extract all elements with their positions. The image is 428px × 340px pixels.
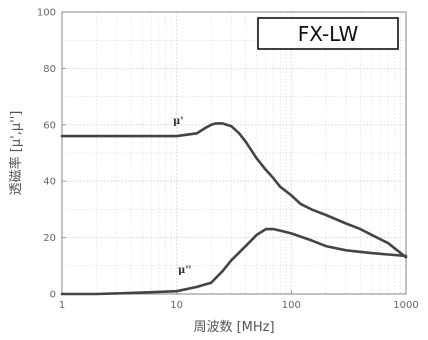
grid-lines: [61, 12, 406, 294]
y-tick-label: 60: [43, 120, 56, 131]
y-tick-label: 20: [43, 233, 56, 244]
x-tick-label: 1: [59, 300, 65, 311]
x-axis-title: 周波数 [MHz]: [193, 320, 274, 335]
legend-box: [257, 17, 399, 50]
y-tick-label: 40: [43, 177, 56, 188]
x-tick-label: 10: [170, 300, 183, 311]
x-tick-label: 1000: [393, 300, 418, 311]
series-label-mu-double-prime: μ'': [178, 265, 191, 276]
y-axis-title: 透磁率 [μ',μ'']: [8, 111, 24, 196]
y-tick-label: 80: [43, 64, 56, 75]
series-lines: [60, 122, 408, 296]
legend-label: FX-LW: [298, 22, 359, 46]
series-line-mu-double-prime: [60, 227, 408, 296]
plot-frame: [61, 11, 407, 295]
tick-labels: 1 10 100 1000 0 20 40 60 80 100: [37, 8, 419, 312]
y-tick-label: 0: [50, 290, 56, 301]
series-label-mu-prime: μ': [173, 116, 183, 127]
x-tick-label: 100: [282, 300, 301, 311]
y-tick-label: 100: [37, 8, 56, 19]
series-line-mu-prime: [60, 122, 408, 259]
